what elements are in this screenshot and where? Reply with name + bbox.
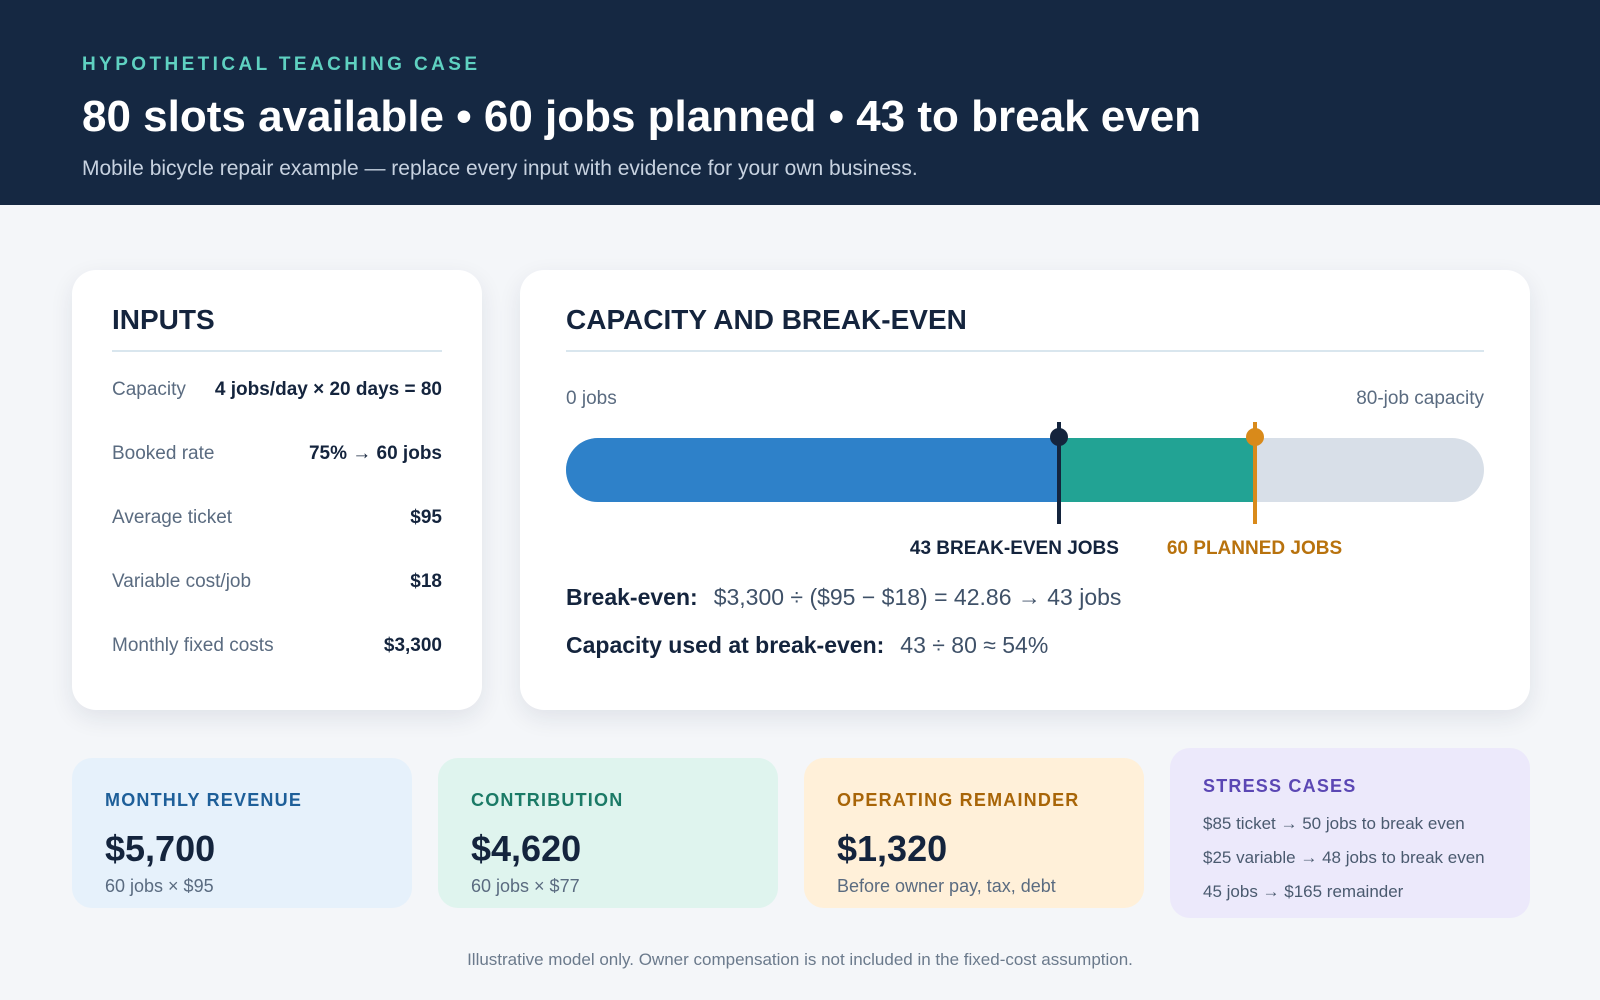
input-row-fixed-costs: Monthly fixed costs $3,300 bbox=[112, 631, 442, 661]
stress-case-item: $85 ticket → 50 jobs to break even bbox=[1203, 814, 1465, 833]
tile-label: MONTHLY REVENUE bbox=[105, 790, 303, 810]
stress-case-item: $25 variable → 48 jobs to break even bbox=[1203, 848, 1485, 867]
axis-end-label: 80-job capacity bbox=[1356, 388, 1484, 409]
page-subtitle: Mobile bicycle repair example — replace … bbox=[82, 157, 918, 180]
input-value: $3,300 bbox=[383, 635, 442, 656]
break-even-marker-line bbox=[1057, 422, 1062, 524]
stress-cases-tile: STRESS CASES $85 ticket → 50 jobs to bre… bbox=[1170, 748, 1530, 918]
input-label: Capacity bbox=[112, 379, 186, 400]
tile-value: $4,620 bbox=[471, 828, 582, 869]
planned-marker-label: 60 PLANNED JOBS bbox=[1166, 538, 1343, 559]
stress-case-item: 45 jobs → $165 remainder bbox=[1203, 882, 1404, 901]
tile-value: $1,320 bbox=[837, 828, 948, 869]
input-row-booked-rate: Booked rate 75% → 60 jobs bbox=[112, 439, 442, 469]
formula-value: 43 ÷ 80 ≈ 54% bbox=[900, 632, 1049, 658]
contribution-tile: CONTRIBUTION $4,620 60 jobs × $77 bbox=[438, 758, 778, 908]
break-even-marker-dot bbox=[1050, 428, 1069, 446]
input-label: Booked rate bbox=[112, 443, 215, 464]
planned-marker-line bbox=[1252, 422, 1257, 524]
break-even-segment bbox=[566, 438, 1060, 502]
page-header: HYPOTHETICAL TEACHING CASE 80 slots avai… bbox=[0, 0, 1600, 205]
tile-note: Before owner pay, tax, debt bbox=[837, 876, 1056, 896]
input-value: $18 bbox=[410, 571, 442, 592]
input-label: Average ticket bbox=[112, 507, 233, 528]
capacity-used-formula: Capacity used at break-even: 43 ÷ 80 ≈ 54… bbox=[566, 632, 1048, 659]
tile-note: 60 jobs × $95 bbox=[105, 876, 214, 896]
tile-note: 60 jobs × $77 bbox=[471, 876, 580, 896]
formula-value: $3,300 ÷ ($95 − $18) = 42.86 → 43 jobs bbox=[713, 584, 1122, 610]
input-row-average-ticket: Average ticket $95 bbox=[112, 503, 442, 533]
planned-marker-dot bbox=[1245, 428, 1264, 446]
break-even-marker-label: 43 BREAK-EVEN JOBS bbox=[909, 538, 1119, 559]
capacity-card: CAPACITY AND BREAK-EVEN 0 jobs 80-job ca… bbox=[520, 270, 1530, 710]
tile-label: CONTRIBUTION bbox=[471, 790, 624, 810]
monthly-revenue-tile: MONTHLY REVENUE $5,700 60 jobs × $95 bbox=[72, 758, 412, 908]
capacity-title: CAPACITY AND BREAK-EVEN bbox=[566, 304, 967, 335]
eyebrow-label: HYPOTHETICAL TEACHING CASE bbox=[82, 54, 481, 75]
page-title: 80 slots available • 60 jobs planned • 4… bbox=[82, 92, 1202, 141]
input-label: Variable cost/job bbox=[112, 571, 252, 592]
input-label: Monthly fixed costs bbox=[112, 635, 274, 656]
tile-label: STRESS CASES bbox=[1203, 776, 1357, 796]
tile-label: OPERATING REMAINDER bbox=[837, 790, 1080, 810]
planned-segment bbox=[1059, 438, 1255, 502]
inputs-divider bbox=[112, 350, 442, 352]
input-value: $95 bbox=[410, 507, 442, 528]
tile-value: $5,700 bbox=[105, 828, 216, 869]
operating-remainder-tile: OPERATING REMAINDER $1,320 Before owner … bbox=[804, 758, 1144, 908]
formula-key: Capacity used at break-even: bbox=[566, 632, 885, 658]
capacity-bar bbox=[566, 438, 1484, 502]
inputs-card: INPUTS Capacity 4 jobs/day × 20 days = 8… bbox=[72, 270, 482, 710]
inputs-title: INPUTS bbox=[112, 304, 215, 335]
break-even-formula: Break-even: $3,300 ÷ ($95 − $18) = 42.86 … bbox=[566, 584, 1121, 611]
input-value: 4 jobs/day × 20 days = 80 bbox=[214, 379, 442, 400]
formula-key: Break-even: bbox=[566, 584, 698, 610]
axis-start-label: 0 jobs bbox=[566, 388, 617, 409]
footer-disclaimer: Illustrative model only. Owner compensat… bbox=[467, 950, 1133, 969]
input-value: 75% → 60 jobs bbox=[308, 443, 442, 464]
capacity-divider bbox=[566, 350, 1484, 352]
input-row-variable-cost: Variable cost/job $18 bbox=[112, 567, 442, 597]
input-row-capacity: Capacity 4 jobs/day × 20 days = 80 bbox=[112, 375, 442, 405]
